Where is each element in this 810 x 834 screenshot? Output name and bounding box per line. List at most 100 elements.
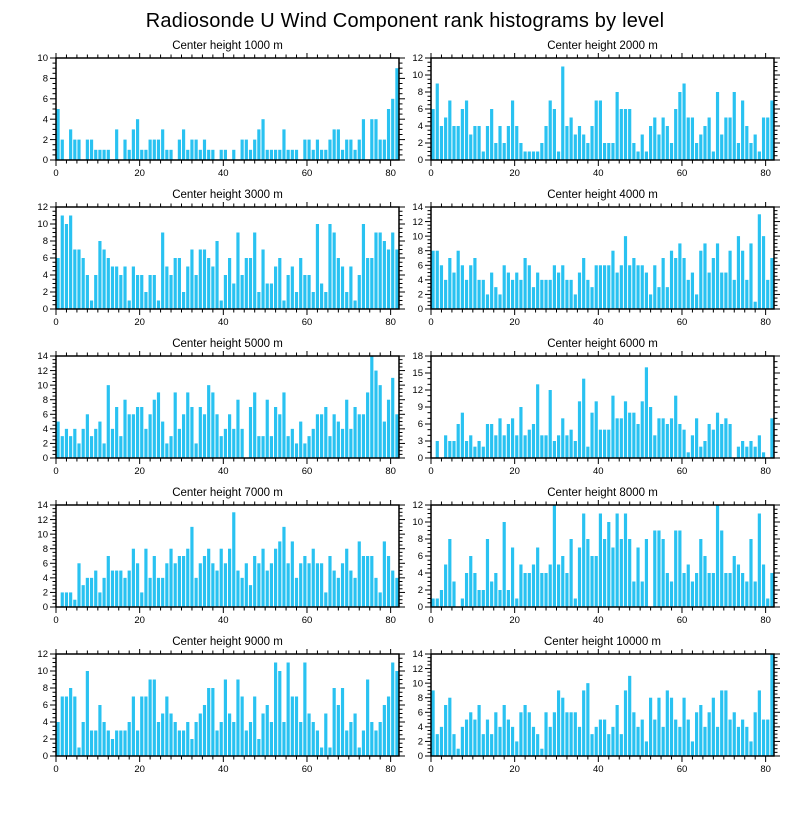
- histogram-bar: [444, 705, 448, 756]
- histogram-bar: [720, 134, 724, 160]
- histogram-bar: [548, 564, 552, 607]
- histogram-bar: [724, 418, 728, 458]
- tick-label: 2: [43, 734, 48, 745]
- histogram-bar: [556, 690, 561, 756]
- histogram-bar: [544, 712, 548, 756]
- histogram-bar: [569, 712, 573, 756]
- histogram-bar: [94, 275, 98, 309]
- histogram-bar: [732, 279, 736, 309]
- histogram-bar: [177, 428, 181, 458]
- histogram-bar: [148, 139, 152, 160]
- plot-frame: [55, 206, 400, 310]
- histogram-bar: [510, 547, 515, 607]
- histogram-bar: [444, 279, 448, 309]
- histogram-bar: [240, 577, 244, 607]
- histogram-bar: [278, 671, 282, 756]
- histogram-bar: [556, 564, 561, 607]
- histogram-bar: [452, 734, 456, 756]
- histogram-bar: [89, 730, 94, 756]
- histogram-bar: [523, 151, 527, 160]
- bars-group: [60, 512, 399, 607]
- histogram-bar: [519, 712, 523, 756]
- plot-frame: [430, 653, 775, 757]
- tick-label: 6: [418, 419, 423, 430]
- histogram-bar: [186, 548, 190, 607]
- tick-label: 20: [509, 317, 520, 328]
- histogram-bar: [73, 696, 77, 756]
- histogram-bar: [699, 134, 703, 160]
- tick-label: 40: [593, 168, 604, 179]
- histogram-bar: [523, 435, 527, 458]
- histogram-bar: [690, 435, 695, 458]
- histogram-bar: [695, 294, 699, 309]
- histogram-bar: [531, 726, 536, 756]
- histogram-bar: [669, 697, 674, 756]
- histogram-bar: [502, 143, 506, 160]
- tick-label: 14: [37, 500, 48, 511]
- histogram-bar: [215, 414, 219, 458]
- histogram-bar: [257, 563, 261, 607]
- histogram-bar: [294, 292, 299, 309]
- histogram-bar: [165, 266, 169, 309]
- histogram-bar: [770, 573, 774, 607]
- histogram-bar: [378, 592, 382, 607]
- histogram-7000m: 0 2 4 6 8 10 12 14 0 20 40 60 80: [37, 500, 405, 626]
- histogram-bar: [565, 279, 569, 309]
- histogram-bar: [732, 92, 736, 160]
- histogram-bar: [236, 570, 240, 607]
- histogram-bar: [653, 530, 657, 607]
- histogram-bar: [391, 662, 395, 756]
- histogram-bar: [156, 577, 161, 607]
- histogram-bar: [653, 117, 657, 160]
- axis-tick-labels: 0 2 4 6 8 10 12 0 20 40 60 80: [412, 500, 770, 626]
- tick-label: 6: [418, 104, 423, 115]
- histogram-bar: [386, 556, 391, 607]
- histogram-bar: [240, 696, 244, 756]
- histogram-bar: [60, 592, 64, 607]
- histogram-bar: [228, 548, 232, 607]
- histogram-bar: [469, 435, 473, 458]
- histogram-bar: [282, 392, 286, 458]
- histogram-bar: [382, 421, 386, 458]
- histogram-bar: [349, 722, 353, 756]
- histogram-bar: [711, 151, 715, 160]
- histogram-bar: [152, 556, 156, 607]
- histogram-bar: [177, 730, 181, 756]
- histogram-bar: [736, 446, 741, 458]
- histogram-bar: [261, 548, 265, 607]
- histogram-bar: [649, 697, 653, 756]
- histogram-bar: [619, 265, 623, 309]
- histogram-bar: [223, 428, 227, 458]
- histogram-bar: [556, 272, 561, 309]
- histogram-bar: [370, 258, 374, 309]
- histogram-bar: [561, 418, 565, 458]
- histogram-bar: [498, 294, 502, 309]
- histogram-bar: [590, 412, 594, 458]
- histogram-bar: [198, 149, 202, 160]
- histogram-bar: [357, 139, 361, 160]
- histogram-bar: [324, 713, 328, 756]
- histogram-bar: [349, 266, 353, 309]
- histogram-bar: [766, 719, 770, 756]
- tick-label: 12: [412, 664, 423, 675]
- bars-group: [56, 215, 399, 309]
- histogram-bar: [286, 563, 290, 607]
- histogram-bar: [60, 436, 64, 458]
- histogram-bar: [590, 287, 594, 309]
- histogram-bar: [732, 712, 736, 756]
- histogram-bar: [236, 232, 240, 309]
- histogram-bar: [640, 401, 644, 458]
- histogram-bar: [695, 573, 699, 607]
- histogram-bar: [140, 696, 144, 756]
- tick-label: 2: [43, 588, 48, 599]
- bars-group: [431, 66, 774, 160]
- histogram-bar: [173, 722, 177, 756]
- histogram-bar: [481, 590, 485, 607]
- histogram-bar: [110, 570, 115, 607]
- histogram-bar: [374, 232, 378, 309]
- histogram-bar: [431, 598, 435, 607]
- histogram-bar: [715, 505, 720, 607]
- histogram-bar: [477, 126, 481, 160]
- histogram-bar: [544, 435, 548, 458]
- histogram-bar: [640, 581, 644, 607]
